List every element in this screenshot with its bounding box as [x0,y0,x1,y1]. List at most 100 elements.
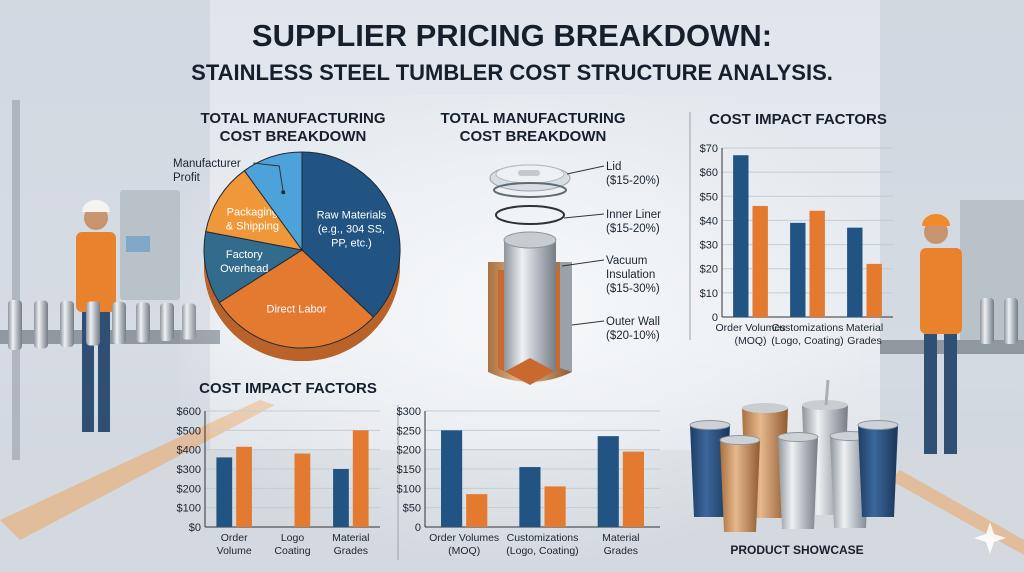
y-tick-label: $500 [177,425,201,437]
bottle [60,301,74,347]
y-tick-label: $100 [397,483,421,495]
y-tick-label: $50 [700,191,718,203]
bottle [34,300,48,349]
conveyor-bottles [8,298,1018,350]
y-tick-label: $20 [700,264,718,276]
part-label: Lid [606,161,621,173]
tumbler-title-line-2: COST BREAKDOWN [460,128,607,145]
tumbler-lid [489,164,571,198]
pie-slice [218,249,375,349]
y-tick-label: $30 [700,240,718,252]
tumbler-lid [719,435,761,445]
part-leader-line [566,165,605,175]
y-tick-label: $0 [189,522,201,534]
tumbler-lid [802,400,848,410]
pie-chart: TOTAL MANUFACTURING COST BREAKDOWN Raw M… [173,110,401,362]
bar-chart-top-right: 0 $10 $20 $30 $40 $50 $60 $70 Order Volumes(MOQ)… [700,143,893,347]
tumbler-title-line-1: TOTAL MANUFACTURING [441,110,626,127]
worker-left [76,200,116,432]
y-tick-label: $300 [397,406,421,418]
y-tick-label: $300 [177,464,201,476]
bar [216,457,233,527]
bottom-left-chart-title: COST IMPACT FACTORS [199,380,377,397]
x-category-label: Material [332,532,369,544]
bottle [160,303,174,341]
x-category-label: Order Volumes [715,322,785,334]
y-tick-label: $400 [177,445,201,457]
bar [519,467,541,527]
inner-liner-seal-ring [495,205,565,225]
part-label: ($15-30%) [606,283,660,295]
x-category-label: Order Volumes [429,532,499,544]
pie-slice [301,151,401,318]
x-category-label: Customizations [772,322,844,334]
top-right-chart-title: COST IMPACT FACTORS [709,111,887,128]
leader-line [253,162,284,193]
y-tick-label: $40 [700,215,718,227]
showcase-label: PRODUCT SHOWCASE [730,543,863,557]
straw [824,379,830,406]
bar [847,227,863,317]
bar [733,155,749,317]
y-tick-label: $10 [700,288,718,300]
bar-chart-bottom-middle: 0 $50 $100 $150 $200 $250 $300 Order Volumes(MO… [397,406,660,557]
part-label: ($15-20%) [606,223,660,235]
pie-slice [243,151,303,252]
y-tick-label: $70 [700,143,718,155]
part-label: ($20-10%) [606,330,660,342]
pie-title-line-1: TOTAL MANUFACTURING [201,110,386,127]
part-leader-line [561,259,605,267]
product-showcase [689,379,899,532]
y-tick-label: $200 [397,445,421,457]
bottle [86,301,100,346]
pie-slice [203,231,304,304]
y-tick-label: $600 [177,406,201,418]
bar [333,469,349,527]
y-tick-label: 0 [712,312,718,324]
part-label: ($15-20%) [606,175,660,187]
pie-label: Manufacturer [173,158,241,170]
x-category-label: (Logo, Coating) [771,335,843,347]
bar [866,263,882,317]
x-category-label: Grades [604,545,638,557]
x-category-label: Grades [334,545,368,557]
x-category-label: Logo [281,532,305,544]
y-tick-label: $250 [397,425,421,437]
pie-label: Raw Materials [317,210,387,222]
bar [466,494,488,527]
pie-label: PP, etc.) [331,238,372,250]
bar [544,486,566,527]
part-leader-line [571,320,605,326]
bar [622,451,644,527]
x-category-label: Customizations [507,532,579,544]
x-category-label: (MOQ) [734,335,766,347]
tumbler-diagram: TOTAL MANUFACTURING COST BREAKDOWN Lid ($… [441,110,661,385]
tumbler [858,425,898,517]
tumbler-lid [689,420,731,430]
y-tick-label: $60 [700,167,718,179]
pie-label: Packaging [227,206,278,218]
x-category-label: Volume [217,545,252,557]
page-subtitle: STAINLESS STEEL TUMBLER COST STRUCTURE A… [191,60,833,85]
bottle [980,298,994,344]
part-label: Insulation [606,269,655,281]
x-category-label: (MOQ) [448,545,480,557]
pie-label: Overhead [220,263,268,275]
part-label: Vacuum [606,255,647,267]
pie-label: (e.g., 304 SS, [318,224,385,236]
pie-title-line-2: COST BREAKDOWN [220,128,367,145]
bar [809,210,825,317]
pie-slice [205,170,304,251]
y-tick-label: $100 [177,503,201,515]
part-label: Outer Wall [606,316,660,328]
bar [597,436,619,527]
pie-label: Factory [226,249,263,261]
tumbler-lid [857,420,899,430]
y-tick-label: $50 [403,503,421,515]
x-category-label: Material [602,532,639,544]
bottle [136,302,150,343]
bottle [8,300,22,350]
x-category-label: Grades [847,335,881,347]
